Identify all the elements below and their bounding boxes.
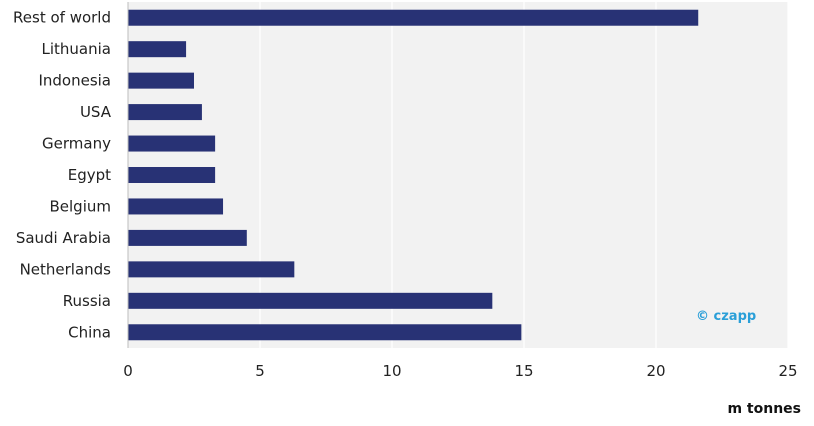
x-axis-title: m tonnes: [727, 401, 801, 417]
gridlines: [259, 2, 789, 348]
category-label: Germany: [42, 135, 111, 153]
x-tick-label: 20: [646, 362, 665, 380]
bar: [128, 292, 493, 309]
bar: [128, 135, 216, 152]
x-tick-labels: 0 5 10 15 20 25: [123, 362, 797, 380]
x-tick-label: 25: [778, 362, 797, 380]
category-label: Belgium: [50, 197, 112, 215]
category-label: Russia: [63, 292, 111, 310]
bar: [128, 167, 216, 183]
bar: [128, 104, 202, 121]
bar: [128, 198, 224, 215]
bar: [128, 41, 187, 58]
category-label: Rest of world: [13, 9, 111, 27]
category-label: Egypt: [68, 166, 111, 184]
category-labels: Rest of world Lithuania Indonesia USA German…: [13, 9, 112, 342]
plot-background: [128, 2, 788, 348]
bars: [128, 9, 699, 341]
bar: [128, 229, 247, 246]
bar: [128, 9, 699, 26]
category-label: Netherlands: [20, 260, 112, 278]
x-tick-label: 10: [382, 362, 401, 380]
bar: [128, 324, 522, 341]
category-label: China: [68, 323, 111, 341]
category-label: Lithuania: [42, 40, 111, 58]
bar: [128, 72, 194, 89]
czapp-watermark: © czapp: [696, 309, 756, 324]
category-label: USA: [80, 103, 112, 121]
x-tick-label: 0: [123, 362, 133, 380]
x-tick-label: 15: [514, 362, 533, 380]
category-label: Saudi Arabia: [16, 229, 111, 247]
bar: [128, 261, 295, 278]
category-label: Indonesia: [38, 72, 111, 90]
x-tick-label: 5: [255, 362, 265, 380]
